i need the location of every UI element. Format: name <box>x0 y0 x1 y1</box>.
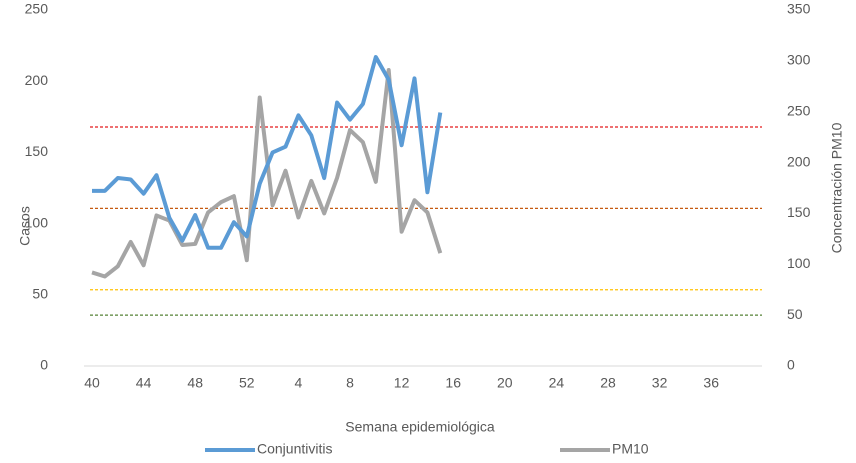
y2-tick-label: 350 <box>787 1 811 17</box>
y2-tick-label: 200 <box>787 153 811 169</box>
y2-axis-title: Concentración PM10 <box>829 122 845 253</box>
y-tick-label: 150 <box>25 143 49 159</box>
series-line <box>92 54 443 250</box>
y2-tick-label: 250 <box>787 102 811 118</box>
x-tick-label: 28 <box>600 375 616 391</box>
x-tick-label: 20 <box>497 375 513 391</box>
legend-label: Conjuntivitis <box>257 441 332 457</box>
y2-tick-label: 100 <box>787 255 811 271</box>
x-tick-label: 48 <box>187 375 203 391</box>
x-tick-label: 44 <box>136 375 152 391</box>
legend-label: PM10 <box>612 441 649 457</box>
y2-tick-label: 0 <box>787 357 795 373</box>
x-tick-label: 12 <box>394 375 410 391</box>
x-tick-label: 16 <box>445 375 461 391</box>
x-tick-label: 24 <box>549 375 565 391</box>
y-tick-label: 100 <box>25 214 49 230</box>
y2-tick-label: 50 <box>787 306 803 322</box>
y-tick-label: 50 <box>32 286 48 302</box>
x-tick-label: 36 <box>703 375 719 391</box>
y-axis-title: Casos <box>17 206 33 246</box>
y2-tick-label: 150 <box>787 204 811 220</box>
series-line <box>91 68 443 279</box>
x-axis-title: Semana epidemiológica <box>345 419 495 435</box>
x-tick-label: 40 <box>84 375 100 391</box>
y-tick-label: 0 <box>40 357 48 373</box>
y2-tick-label: 300 <box>787 52 811 68</box>
x-tick-label: 4 <box>295 375 303 391</box>
x-tick-label: 32 <box>652 375 668 391</box>
y-tick-label: 250 <box>25 1 49 17</box>
y-tick-label: 200 <box>25 72 49 88</box>
x-tick-label: 8 <box>346 375 354 391</box>
x-tick-label: 52 <box>239 375 255 391</box>
